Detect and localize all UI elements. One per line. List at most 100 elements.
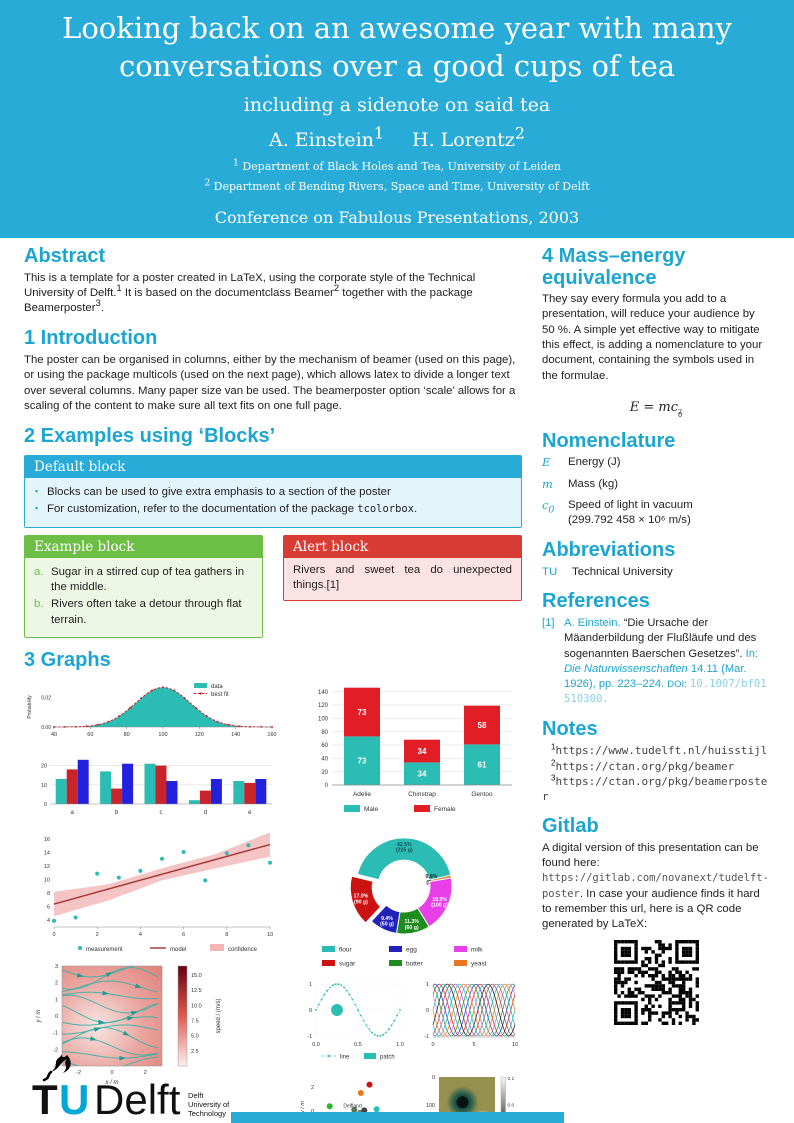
- svg-text:-1: -1: [307, 1034, 312, 1040]
- svg-text:10.0: 10.0: [191, 1003, 202, 1009]
- default-block: Default block Blocks can be used to give…: [24, 454, 522, 528]
- example-block-body: a. Sugar in a stirred cup of tea gathers …: [25, 557, 262, 638]
- default-block-title: Default block: [25, 455, 521, 478]
- svg-text:model: model: [170, 947, 186, 953]
- svg-text:5.0: 5.0: [191, 1033, 199, 1039]
- svg-text:milk: milk: [471, 946, 483, 953]
- alert-block-text: Rivers and sweet tea do unexpected thing…: [284, 557, 521, 601]
- svg-text:0: 0: [309, 1008, 312, 1014]
- svg-text:d: d: [204, 810, 207, 816]
- nomenclature-heading: Nomenclature: [542, 429, 676, 452]
- svg-text:0.0: 0.0: [507, 1102, 514, 1108]
- author-1: A. Einstein1: [268, 124, 384, 152]
- default-block-body: Blocks can be used to give extra emphasi…: [25, 477, 521, 527]
- stacked-bar-svg: 0 20 40 60 80 100 120 140 73 73 Adelie 34 34 Chinstra…: [318, 687, 512, 813]
- note-url[interactable]: https://ctan.org/pkg/beamerposter: [542, 775, 768, 803]
- svg-text:Delfland: Delfland: [343, 1103, 362, 1109]
- svg-text:data: data: [211, 684, 223, 690]
- svg-text:1: 1: [55, 997, 58, 1003]
- svg-text:(60 g): (60 g): [405, 924, 419, 930]
- multilines-svg: 0 5 10-101: [424, 982, 518, 1048]
- svg-text:x / m: x / m: [105, 1080, 119, 1086]
- svg-text:speed / (m/s): speed / (m/s): [216, 998, 222, 1033]
- svg-text:Adelie: Adelie: [353, 791, 371, 798]
- svg-text:sugar: sugar: [339, 960, 356, 967]
- example-block: Example block a. Sugar in a stirred cup o…: [24, 534, 263, 639]
- svg-text:0.9%: 0.9%: [425, 874, 437, 880]
- svg-text:egg: egg: [406, 946, 417, 953]
- svg-text:patch: patch: [380, 1054, 395, 1060]
- svg-text:140: 140: [318, 690, 329, 696]
- svg-text:3: 3: [55, 964, 58, 970]
- svg-text:58: 58: [478, 721, 487, 730]
- note-url[interactable]: https://www.tudelft.nl/huisstijl: [555, 744, 768, 758]
- svg-text:-1: -1: [424, 1034, 429, 1040]
- svg-text:University of: University of: [188, 1100, 230, 1109]
- svg-text:100: 100: [158, 732, 167, 738]
- affiliation-1: 1 Department of Black Holes and Tea, Uni…: [233, 157, 561, 174]
- svg-text:-1: -1: [53, 1030, 58, 1036]
- chart-grouped: 0 10 20 a b c d e: [24, 748, 286, 818]
- svg-text:2: 2: [55, 980, 58, 986]
- svg-text:61: 61: [478, 760, 487, 769]
- svg-text:60: 60: [321, 743, 328, 749]
- note-url[interactable]: https://ctan.org/pkg/beamer: [555, 759, 735, 773]
- flame-icon: [42, 1054, 71, 1082]
- svg-text:0.02: 0.02: [41, 695, 51, 701]
- svg-text:best fit: best fit: [211, 692, 229, 698]
- chart-regression: 0 2 4 6 8 10 4 6 8 10 12 14 16 measurement model confid…: [24, 823, 286, 957]
- nomenclature-row: c0 Speed of light in vacuum (299.792 458 …: [542, 498, 693, 527]
- svg-text:(90 g): (90 g): [354, 899, 368, 905]
- svg-text:40: 40: [51, 732, 57, 738]
- svg-text:16: 16: [44, 837, 50, 843]
- small-multiples: 0.0 0.5 1.0 -1 0 1 line patch 0 5 10 -1 0 1 Delfland…: [296, 977, 522, 1123]
- block-row: Example block a. Sugar in a stirred cup o…: [24, 528, 522, 639]
- gitlab-heading: Gitlab: [542, 815, 599, 838]
- blocks-heading: 2 Examples using ‘Blocks’: [24, 425, 276, 448]
- svg-text:9.4%: 9.4%: [381, 916, 393, 922]
- svg-text:Female: Female: [434, 806, 456, 813]
- logo-U: U: [59, 1076, 89, 1122]
- svg-text:(50 g): (50 g): [380, 921, 394, 927]
- svg-text:butter: butter: [406, 960, 423, 967]
- poster-header: Looking back on an awesome year with man…: [0, 0, 794, 238]
- donut-svg: 42.5%(225 g)0.9%(5 g)18.9%(100 g)11.3%(6…: [322, 837, 487, 967]
- svg-text:0: 0: [425, 1008, 428, 1014]
- svg-text:120: 120: [318, 703, 329, 709]
- svg-text:17.0%: 17.0%: [354, 893, 369, 899]
- svg-text:Probability: Probability: [27, 695, 33, 719]
- footer-bar: [231, 1112, 564, 1123]
- example-list: a. Sugar in a stirred cup of tea gathers …: [34, 565, 253, 629]
- right-column: 4 Mass–energy equivalence They say every…: [542, 245, 770, 1026]
- svg-text:b: b: [115, 810, 119, 816]
- chart-donut: 42.5%(225 g)0.9%(5 g)18.9%(100 g)11.3%(6…: [296, 826, 522, 972]
- svg-text:0: 0: [311, 1109, 314, 1115]
- chart-histogram: 40 60 80 100 120 140 160 0.00 0.02 Probability dat…: [24, 677, 286, 743]
- introduction-text: The poster can be organised in columns, …: [24, 354, 516, 412]
- svg-text:flour: flour: [339, 946, 352, 953]
- mass-heading: 4 Mass–energy equivalence: [542, 245, 686, 289]
- svg-text:5: 5: [472, 1042, 475, 1048]
- default-block-item: For customization, refer to the document…: [34, 502, 512, 517]
- svg-text:Delft: Delft: [188, 1091, 204, 1100]
- svg-text:Male: Male: [364, 806, 378, 813]
- default-block-item: Blocks can be used to give extra emphasi…: [34, 485, 512, 500]
- svg-text:a: a: [71, 810, 75, 816]
- tudelft-logo: T U Delft Delft University of Technology: [26, 1054, 241, 1123]
- grouped-bar-svg: 0 10 20 a b c d e: [41, 759, 272, 816]
- svg-text:8: 8: [225, 932, 228, 938]
- example-item-a: a. Sugar in a stirred cup of tea gathers …: [34, 565, 245, 593]
- doi-link[interactable]: 10.1007/bf01510300.: [564, 677, 767, 706]
- affiliation-2: 2 Department of Bending Rivers, Space an…: [204, 177, 590, 194]
- svg-text:11.3%: 11.3%: [404, 919, 419, 925]
- example-block-title: Example block: [25, 535, 262, 558]
- svg-text:2: 2: [311, 1085, 314, 1091]
- svg-text:0.1: 0.1: [507, 1076, 514, 1082]
- svg-text:confidence: confidence: [228, 947, 258, 953]
- svg-text:34: 34: [418, 769, 427, 778]
- svg-text:0: 0: [431, 1075, 434, 1081]
